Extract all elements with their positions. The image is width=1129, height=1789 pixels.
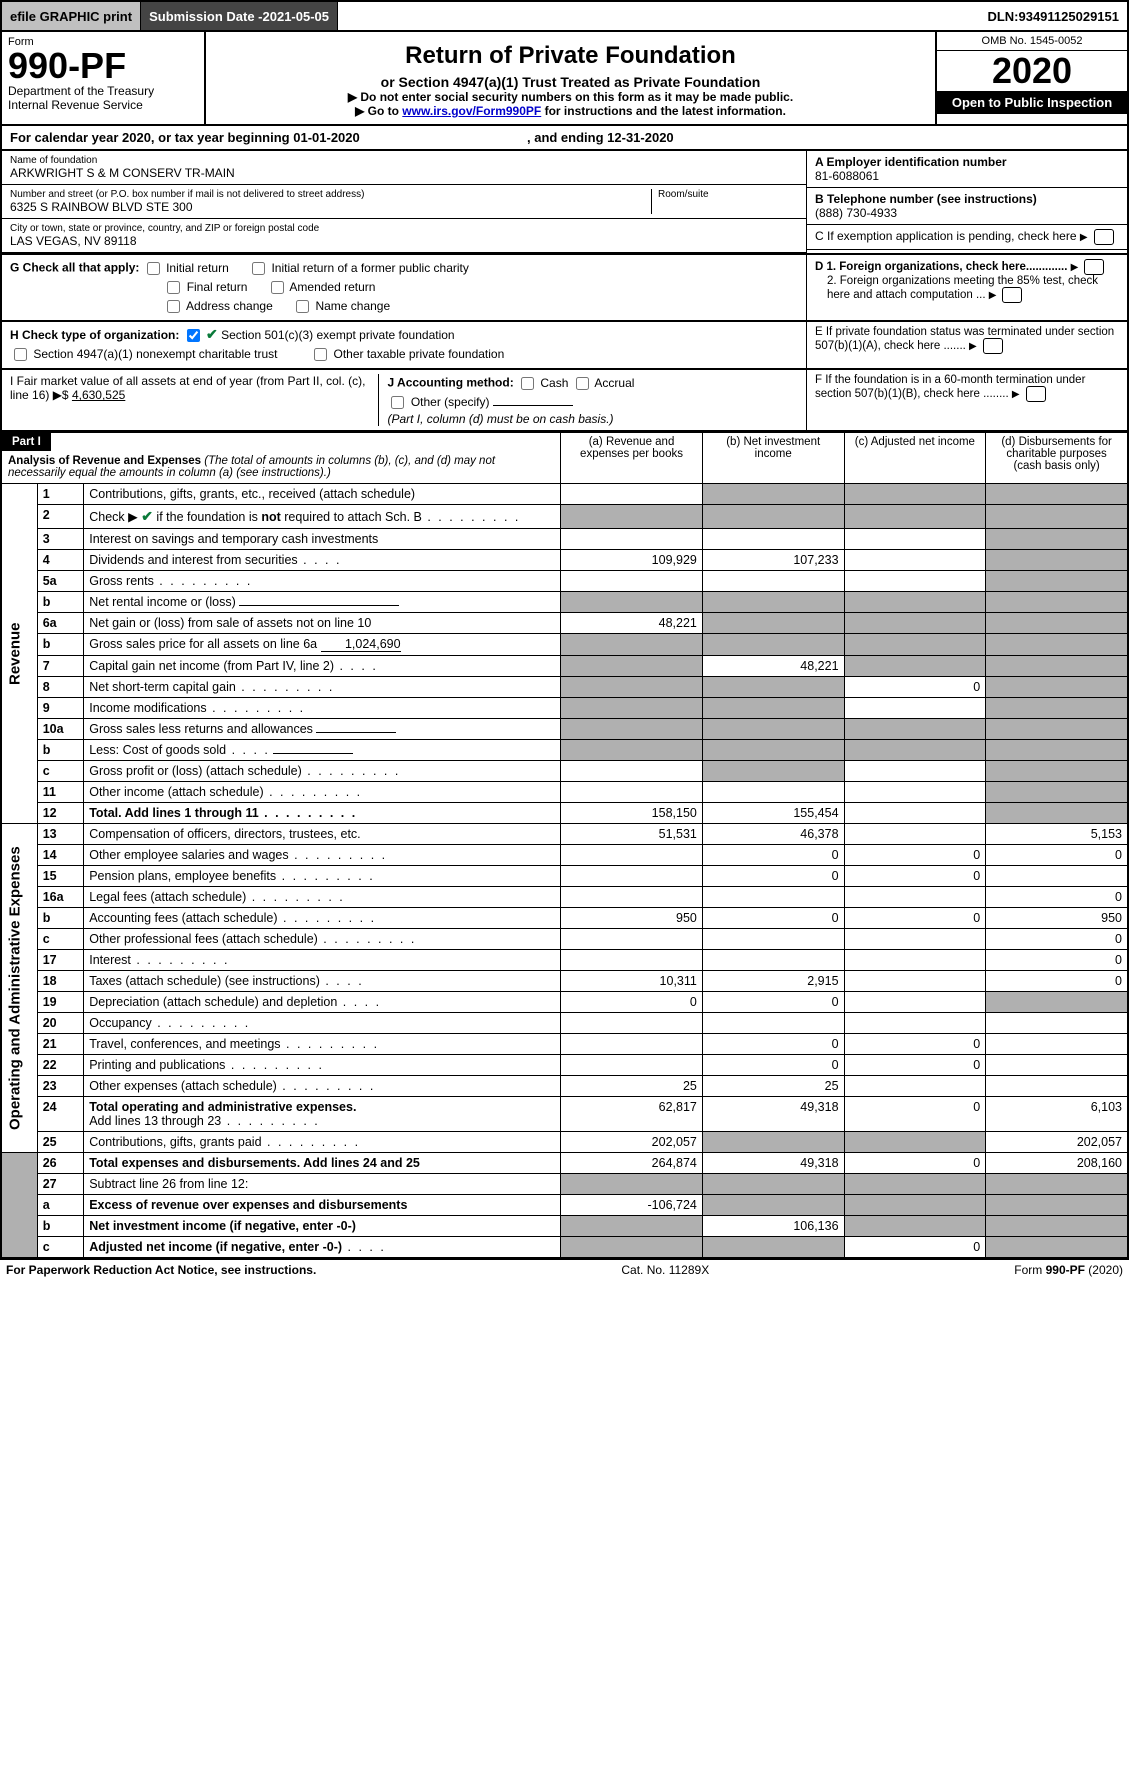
tax-year: 2020 <box>937 51 1127 91</box>
form-title: Return of Private Foundation <box>212 42 929 70</box>
street-address: Number and street (or P.O. box number if… <box>2 185 806 219</box>
g-name-change[interactable] <box>296 300 309 313</box>
h-4947[interactable] <box>14 348 27 361</box>
g-initial-return[interactable] <box>147 262 160 275</box>
section-ij-f: I Fair market value of all assets at end… <box>0 370 1129 432</box>
g-initial-former[interactable] <box>252 262 265 275</box>
col-d-header: (d) Disbursements for charitable purpose… <box>986 433 1128 484</box>
d-foreign-org: D 1. Foreign organizations, check here..… <box>807 255 1127 320</box>
ein-block: A Employer identification number 81-6088… <box>807 151 1127 188</box>
city-state-zip: City or town, state or province, country… <box>2 219 806 253</box>
section-g-d: G Check all that apply: Initial return I… <box>0 255 1129 322</box>
part1-label: Part I <box>2 433 51 451</box>
e-status-terminated: E If private foundation status was termi… <box>807 322 1127 368</box>
name-of-foundation: Name of foundation ARKWRIGHT S & M CONSE… <box>2 151 806 185</box>
g-final-return[interactable] <box>167 281 180 294</box>
submission-date: Submission Date - 2021-05-05 <box>141 2 338 30</box>
form-link[interactable]: www.irs.gov/Form990PF <box>402 104 541 118</box>
foundation-info: Name of foundation ARKWRIGHT S & M CONSE… <box>0 151 1129 255</box>
dln: DLN: 93491125029151 <box>979 2 1127 30</box>
c-exemption-pending: C If exemption application is pending, c… <box>807 225 1127 250</box>
col-a-header: (a) Revenue and expenses per books <box>561 433 703 484</box>
calendar-year-line: For calendar year 2020, or tax year begi… <box>0 126 1129 151</box>
col-b-header: (b) Net investment income <box>702 433 844 484</box>
h-other-taxable[interactable] <box>314 348 327 361</box>
telephone-block: B Telephone number (see instructions) (8… <box>807 188 1127 225</box>
f-60-month: F If the foundation is in a 60-month ter… <box>807 370 1127 430</box>
h-org-type: H Check type of organization: ✔ Section … <box>2 322 807 368</box>
form-number-block: Form 990-PF Department of the Treasury I… <box>2 32 206 124</box>
open-public: Open to Public Inspection <box>937 91 1127 114</box>
omb-number: OMB No. 1545-0052 <box>937 32 1127 51</box>
form-header: Form 990-PF Department of the Treasury I… <box>0 32 1129 126</box>
col-c-header: (c) Adjusted net income <box>844 433 986 484</box>
form-title-block: Return of Private Foundation or Section … <box>206 32 935 124</box>
section-h-e: H Check type of organization: ✔ Section … <box>0 322 1129 370</box>
g-address-change[interactable] <box>167 300 180 313</box>
g-check-all: G Check all that apply: Initial return I… <box>2 255 807 320</box>
expenses-label: Operating and Administrative Expenses <box>1 824 37 1153</box>
i-j-block: I Fair market value of all assets at end… <box>2 370 807 430</box>
j-accrual[interactable] <box>576 377 589 390</box>
part1-table: Part I Analysis of Revenue and Expenses … <box>0 432 1129 1259</box>
g-amended-return[interactable] <box>271 281 284 294</box>
efile-topbar: efile GRAPHIC print Submission Date - 20… <box>0 0 1129 32</box>
year-block: OMB No. 1545-0052 2020 Open to Public In… <box>935 32 1127 124</box>
j-other[interactable] <box>391 396 404 409</box>
efile-label: efile GRAPHIC print <box>2 2 141 30</box>
j-cash[interactable] <box>521 377 534 390</box>
page-footer: For Paperwork Reduction Act Notice, see … <box>0 1259 1129 1280</box>
h-501c3[interactable] <box>187 329 200 342</box>
revenue-label: Revenue <box>1 484 37 824</box>
